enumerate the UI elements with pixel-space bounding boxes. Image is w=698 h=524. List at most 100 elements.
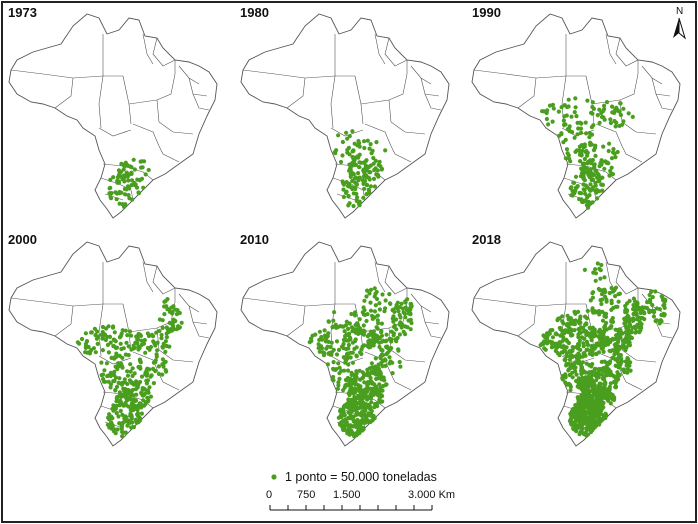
production-dot [565, 313, 570, 318]
production-dot [339, 412, 344, 417]
production-dot [114, 411, 119, 416]
production-dot [372, 309, 377, 314]
production-dot [367, 177, 372, 182]
production-dot [601, 144, 606, 149]
production-dot [558, 333, 563, 338]
production-dot [100, 324, 105, 330]
production-dot [553, 341, 558, 346]
state-boundary [561, 262, 567, 357]
production-dot [590, 291, 595, 296]
production-dot [317, 329, 322, 334]
production-dot [348, 355, 353, 360]
production-dot [596, 373, 601, 378]
production-dot [334, 148, 339, 153]
production-dot [114, 351, 119, 356]
production-dot [582, 142, 587, 147]
production-dot [557, 340, 562, 345]
production-dot [599, 288, 605, 293]
state-boundary [152, 37, 176, 67]
production-dot [577, 432, 582, 437]
production-dot [401, 310, 406, 315]
production-dot [651, 314, 656, 319]
production-dot [607, 290, 612, 296]
state-boundary [98, 34, 104, 129]
production-dot [341, 187, 346, 192]
production-dot [659, 312, 664, 318]
production-dot [602, 314, 607, 319]
production-dot [377, 395, 382, 400]
production-dot [604, 299, 609, 304]
production-dot [143, 402, 148, 407]
production-dot [160, 325, 165, 330]
production-dot [625, 356, 630, 361]
production-dot [373, 291, 378, 296]
production-dot [132, 371, 137, 376]
production-dot [610, 348, 615, 353]
production-dot [581, 344, 586, 349]
production-dot [89, 347, 94, 353]
production-dot [629, 335, 634, 341]
production-dot [365, 312, 370, 317]
production-dot [542, 334, 547, 340]
production-dot [362, 329, 367, 334]
production-dot [550, 328, 555, 333]
production-dot [128, 369, 133, 374]
production-dot [567, 418, 573, 423]
production-dot [623, 303, 628, 309]
production-dot [576, 342, 581, 347]
production-dot [629, 328, 634, 334]
production-dot [151, 366, 156, 371]
production-dot [137, 405, 142, 410]
production-dot [544, 116, 549, 122]
production-dot [605, 362, 611, 367]
production-dot [577, 190, 582, 195]
production-dot [574, 429, 579, 434]
state-boundary [595, 123, 643, 163]
production-dot [121, 386, 126, 391]
production-dot [146, 399, 151, 404]
production-dot [337, 371, 342, 376]
production-dot [608, 391, 613, 396]
production-dot [113, 190, 118, 195]
production-dot [589, 110, 594, 115]
production-dot [116, 168, 122, 173]
production-dot [367, 345, 372, 350]
production-dot [591, 334, 596, 339]
production-dot [626, 111, 631, 116]
production-dot [587, 419, 592, 424]
production-dot [344, 180, 349, 185]
production-dot [357, 330, 362, 335]
production-dot [581, 399, 586, 404]
production-dot [573, 360, 578, 365]
production-dot [137, 177, 142, 183]
production-dot [592, 162, 597, 167]
production-dot [388, 359, 393, 364]
production-dot [601, 336, 606, 341]
production-dot [135, 412, 140, 417]
production-dot [162, 312, 167, 317]
production-dot [358, 377, 363, 382]
production-dot [326, 319, 331, 324]
production-dot [104, 326, 109, 331]
production-dot [355, 424, 360, 429]
production-dot [325, 362, 330, 367]
production-dot [596, 179, 601, 184]
production-dot [353, 390, 358, 395]
state-boundary [517, 305, 537, 337]
production-dot [602, 323, 608, 328]
production-dot [351, 148, 356, 153]
production-dot [618, 353, 623, 358]
production-dot [561, 122, 567, 127]
production-dot [561, 118, 566, 123]
production-dot [142, 338, 147, 343]
production-dot [568, 388, 573, 393]
production-dot [580, 425, 585, 430]
production-dot [108, 196, 114, 201]
scale-tick-label: 3.000 Km [408, 489, 455, 501]
country-outline [8, 13, 218, 219]
state-boundary [98, 355, 132, 365]
production-dot [392, 323, 397, 328]
production-dot [116, 179, 121, 184]
production-dot [334, 339, 340, 344]
production-dot [572, 328, 577, 333]
